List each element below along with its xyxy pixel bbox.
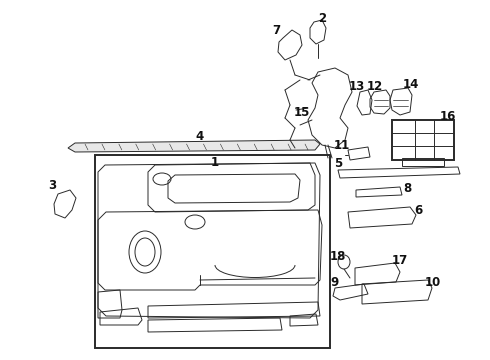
Text: 9: 9 — [330, 276, 338, 289]
Text: 2: 2 — [318, 12, 326, 24]
Bar — [95, 155, 330, 348]
Text: 11: 11 — [334, 139, 350, 152]
Text: 17: 17 — [392, 253, 408, 266]
Bar — [392, 120, 454, 160]
Text: 18: 18 — [330, 249, 346, 262]
Text: 1: 1 — [211, 156, 219, 168]
Text: 16: 16 — [440, 109, 456, 122]
Text: 6: 6 — [414, 203, 422, 216]
Text: 12: 12 — [367, 80, 383, 93]
Text: 14: 14 — [403, 77, 419, 90]
Polygon shape — [68, 140, 320, 152]
Text: 5: 5 — [334, 157, 342, 170]
Text: 7: 7 — [272, 23, 280, 36]
Text: 15: 15 — [294, 105, 310, 118]
Text: 13: 13 — [349, 80, 365, 93]
Bar — [402, 158, 444, 166]
Text: 4: 4 — [196, 130, 204, 143]
Text: 8: 8 — [403, 181, 411, 194]
Text: 3: 3 — [48, 179, 56, 192]
Text: 10: 10 — [425, 276, 441, 289]
